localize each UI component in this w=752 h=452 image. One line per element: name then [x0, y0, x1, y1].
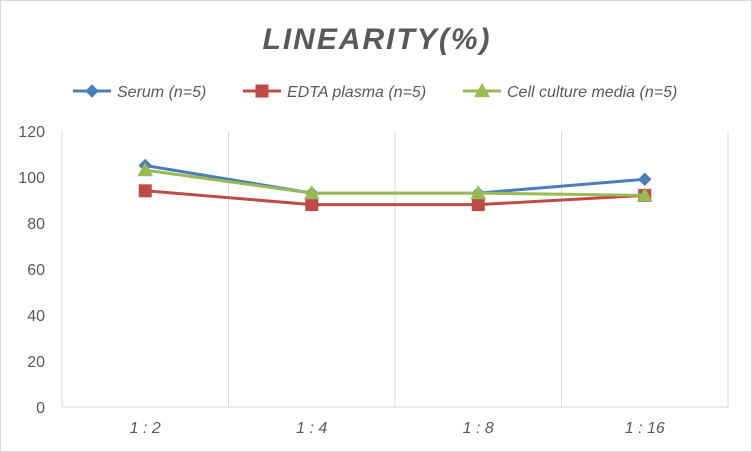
data-point — [305, 198, 319, 212]
legend: Serum (n=5) EDTA plasma (n=5) Cell culture… — [73, 82, 677, 101]
series-line — [145, 189, 645, 207]
legend-label: Serum (n=5) — [117, 84, 206, 101]
legend-item: Cell culture media (n=5) — [463, 82, 677, 101]
data-point — [471, 198, 485, 212]
series-group — [137, 158, 653, 212]
data-point — [470, 185, 487, 200]
data-point — [137, 162, 154, 177]
y-tick-label: 100 — [18, 170, 45, 187]
legend-item: EDTA plasma (n=5) — [243, 84, 426, 101]
y-tick-label: 60 — [27, 262, 45, 279]
series-line — [145, 168, 645, 197]
legend-marker — [474, 82, 490, 98]
y-tick-label: 0 — [36, 400, 45, 417]
series-2 — [138, 184, 652, 212]
legend-marker — [85, 84, 99, 98]
y-axis-ticks: 0 20 40 60 80 100 120 — [18, 124, 45, 417]
legend-marker — [255, 84, 269, 98]
grid-lines — [61, 131, 729, 408]
y-tick-label: 120 — [18, 124, 45, 141]
data-point — [636, 187, 653, 202]
series-3 — [137, 162, 653, 202]
x-tick-label: 1 : 2 — [130, 420, 161, 437]
y-tick-label: 80 — [27, 216, 45, 233]
data-point — [638, 172, 652, 187]
x-tick-label: 1 : 4 — [296, 420, 327, 437]
legend-label: Cell culture media (n=5) — [507, 84, 677, 101]
y-tick-label: 40 — [27, 308, 45, 325]
x-axis-ticks: 1 : 2 1 : 4 1 : 8 1 : 16 — [130, 420, 665, 437]
x-tick-label: 1 : 8 — [463, 420, 494, 437]
legend-label: EDTA plasma (n=5) — [287, 84, 426, 101]
legend-item: Serum (n=5) — [73, 84, 206, 101]
data-point — [303, 185, 320, 200]
chart-title: LINEARITY(%) — [263, 23, 492, 56]
x-tick-label: 1 : 16 — [625, 420, 665, 437]
data-point — [138, 184, 152, 198]
y-tick-label: 20 — [27, 354, 45, 371]
